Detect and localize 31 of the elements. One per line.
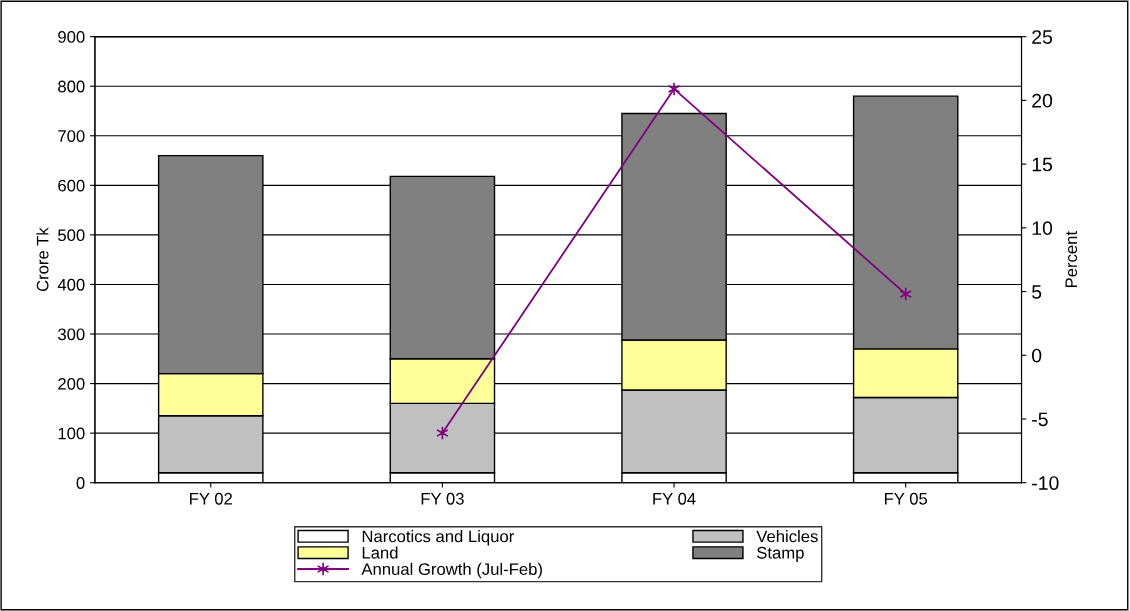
y-tick-label: 600 xyxy=(58,179,85,192)
legend-label: Stamp xyxy=(757,546,804,562)
x-tick-label: FY 03 xyxy=(421,492,464,505)
y-tick-label: 200 xyxy=(58,377,85,390)
y-tick-label: 700 xyxy=(58,130,85,142)
y2-axis-title: Percent xyxy=(1065,231,1078,288)
y2-tick-label: 20 xyxy=(1032,93,1053,108)
x-tick-label: FY 05 xyxy=(884,492,928,505)
y2-tick-label: 0 xyxy=(1032,348,1042,363)
y-tick-label: 500 xyxy=(58,229,85,242)
legend-label: Land xyxy=(362,546,398,559)
y2-tick-label: -5 xyxy=(1032,412,1048,427)
y2-tick-label: -10 xyxy=(1032,476,1059,490)
y-tick-label: 300 xyxy=(58,328,85,341)
y2-tick-label: 10 xyxy=(1032,221,1053,236)
y2-tick-label: 5 xyxy=(1032,285,1042,299)
point xyxy=(899,286,912,302)
x-tick-label: FY 02 xyxy=(190,492,232,505)
y-tick-label: 100 xyxy=(58,427,85,440)
legend-label: Annual Growth (Jul-Feb) xyxy=(361,562,542,579)
point xyxy=(667,81,681,96)
y-tick-label: 400 xyxy=(57,278,85,291)
x-tick-label: FY 04 xyxy=(653,492,696,505)
legend-label: Narcotics and Liquor xyxy=(362,530,514,546)
y-tick-label: 0 xyxy=(76,477,85,489)
legend-label: Vehicles xyxy=(756,530,818,543)
y2-tick-label: 25 xyxy=(1032,30,1053,44)
y-tick-label: 900 xyxy=(58,31,85,43)
y2-tick-label: 15 xyxy=(1032,157,1053,172)
y-tick-label: 800 xyxy=(58,80,85,93)
y-axis-title: Crore Tk xyxy=(36,227,49,292)
